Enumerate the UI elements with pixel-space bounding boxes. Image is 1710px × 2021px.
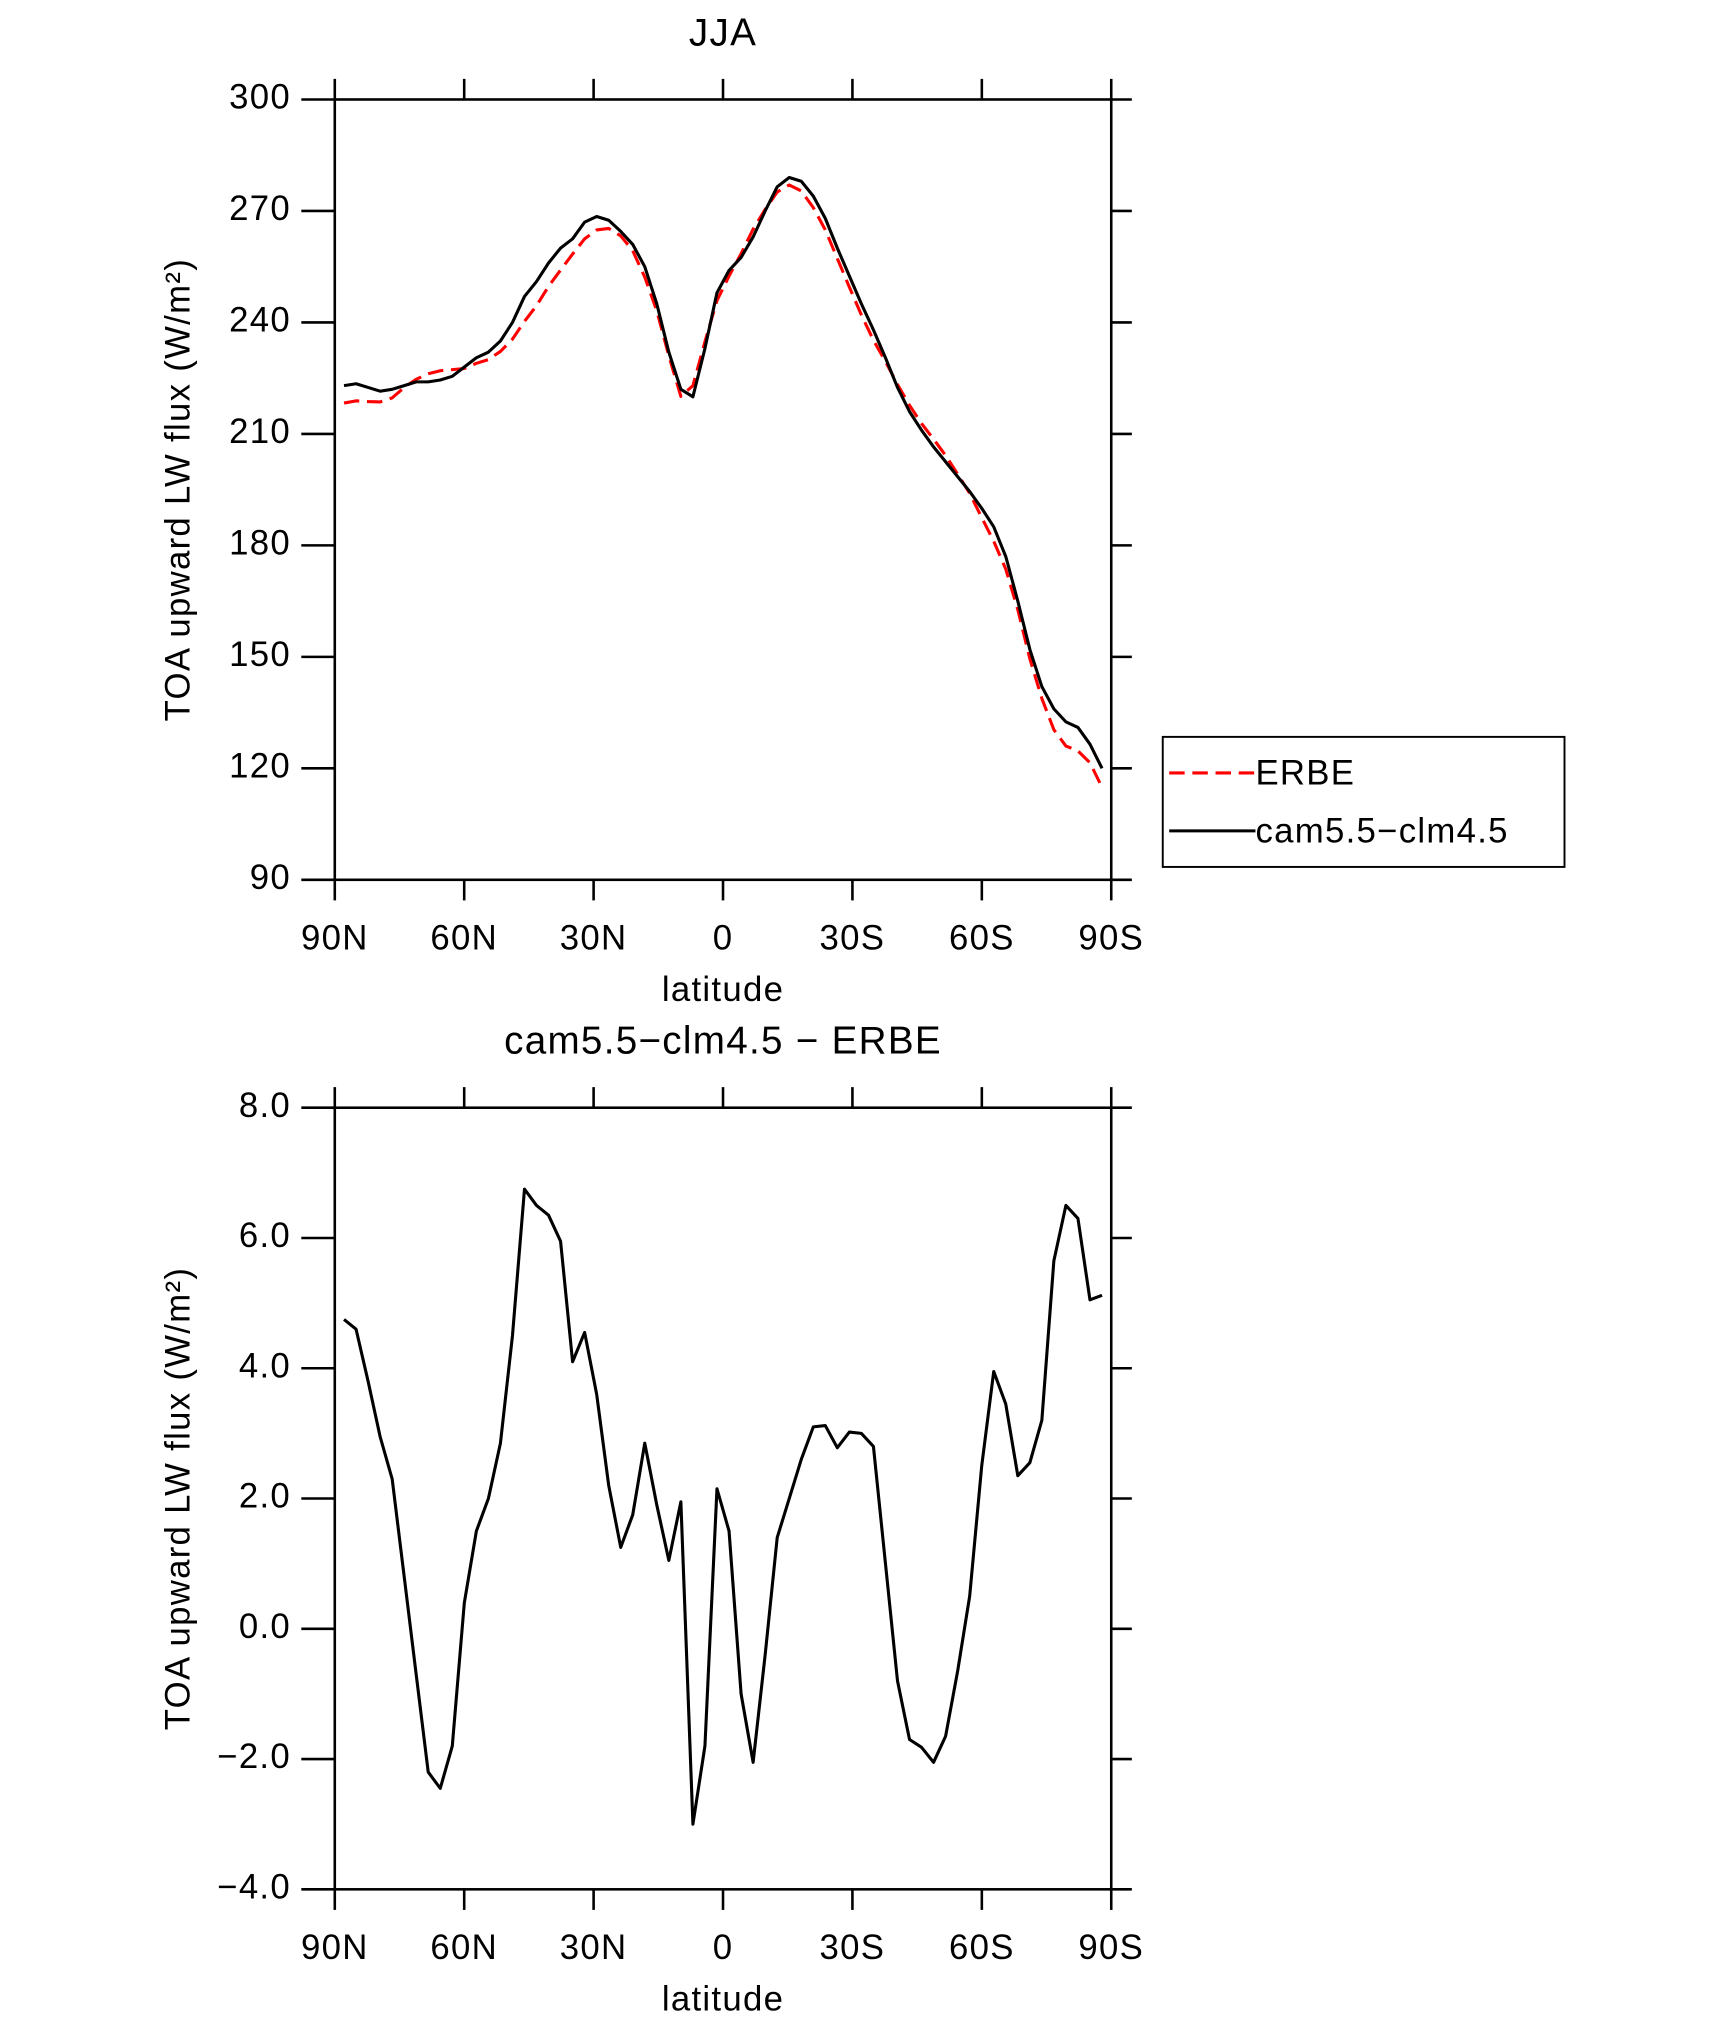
y-tick-label: −4.0 [217, 1869, 291, 1907]
y-tick-label: 180 [229, 525, 291, 563]
data-line [343, 183, 1104, 788]
x-tick-label: 30N [560, 920, 628, 958]
y-tick-label: 4.0 [239, 1347, 291, 1385]
y-tick-label: 210 [229, 413, 291, 451]
y-tick-label: 270 [229, 190, 291, 228]
x-tick-label: 90N [301, 1929, 369, 1967]
x-tick-label: 0 [713, 1929, 734, 1967]
x-tick-label: 60S [949, 920, 1015, 958]
x-tick-label: 30S [820, 1929, 886, 1967]
chart-title: cam5.5−clm4.5 − ERBE [504, 1020, 942, 1063]
y-tick-label: 90 [250, 859, 291, 897]
x-tick-label: 90S [1078, 920, 1144, 958]
y-tick-label: 6.0 [239, 1217, 291, 1255]
y-axis-label: TOA upward LW flux (W/m²) [159, 258, 197, 721]
y-tick-label: 120 [229, 748, 291, 786]
x-tick-label: 0 [713, 920, 734, 958]
plot-frame [333, 1106, 1113, 1891]
chart-title: JJA [689, 11, 757, 54]
data-line [343, 1187, 1103, 1826]
y-tick-label: 8.0 [239, 1087, 291, 1125]
y-tick-label: 300 [229, 79, 291, 117]
x-axis-label: latitude [662, 971, 784, 1009]
legend-label: ERBE [1255, 755, 1355, 793]
x-tick-label: 60N [430, 1929, 498, 1967]
data-line [343, 175, 1104, 770]
x-axis-label: latitude [662, 1981, 784, 2019]
x-tick-label: 90S [1078, 1929, 1144, 1967]
y-axis-label: TOA upward LW flux (W/m²) [159, 1267, 197, 1730]
x-tick-label: 30S [820, 920, 886, 958]
y-tick-label: 150 [229, 636, 291, 674]
y-tick-label: 240 [229, 302, 291, 340]
x-tick-label: 30N [560, 1929, 628, 1967]
y-tick-label: 2.0 [239, 1478, 291, 1516]
x-tick-label: 60S [949, 1929, 1015, 1967]
y-tick-label: 0.0 [239, 1608, 291, 1646]
y-tick-label: −2.0 [217, 1738, 291, 1776]
legend-box [1161, 735, 1566, 868]
legend-label: cam5.5−clm4.5 [1255, 813, 1508, 851]
plot-frame [333, 98, 1113, 882]
x-tick-label: 60N [430, 920, 498, 958]
x-tick-label: 90N [301, 920, 369, 958]
